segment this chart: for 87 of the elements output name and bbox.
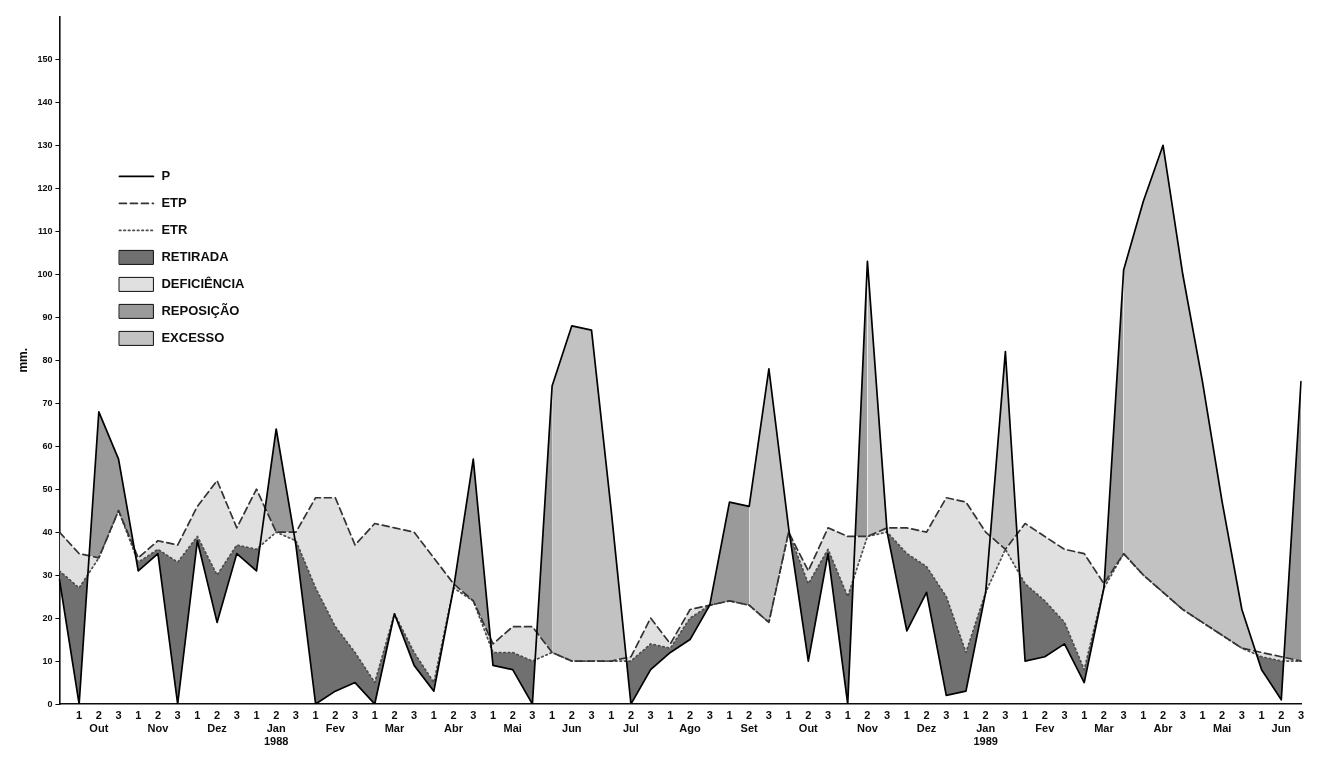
- x-tick-label: 1: [962, 709, 970, 722]
- y-tick-label: 50: [42, 483, 53, 494]
- x-tick-label: 1: [1081, 709, 1088, 722]
- x-tick-label: 1: [76, 709, 83, 722]
- y-tick-label: 150: [37, 53, 53, 64]
- x-tick-label: 3: [706, 709, 713, 722]
- x-tick-label: 2 Nov: [857, 709, 879, 735]
- x-tick-label: 3: [529, 709, 536, 722]
- legend-label: REPOSIÇÃO: [161, 302, 240, 318]
- x-tick-label: 1: [608, 709, 615, 722]
- x-tick-label: 2 Jan 1989: [973, 709, 998, 747]
- y-tick-label: 130: [37, 139, 53, 150]
- x-tick-label: 2 Mai: [503, 709, 522, 735]
- x-tick-label: 3: [1002, 709, 1009, 722]
- y-tick-label: 120: [37, 182, 53, 193]
- x-tick-label: 3: [884, 709, 891, 722]
- legend-label: ETP: [161, 194, 188, 210]
- y-tick-label: 40: [42, 526, 53, 537]
- x-tick-label: 1: [903, 709, 910, 722]
- x-tick-label: 1: [312, 709, 319, 722]
- x-tick-label: 2 Set: [740, 709, 759, 735]
- y-tick-label: 60: [42, 440, 53, 451]
- y-tick-label: 30: [42, 569, 53, 580]
- x-tick-label: 1: [253, 709, 260, 722]
- x-tick-label: 1: [135, 709, 142, 722]
- y-tick-label: 80: [42, 354, 53, 365]
- legend-label: DEFICIÊNCIA: [161, 275, 246, 291]
- x-tick-label: 2 Fev: [325, 709, 346, 735]
- x-tick-label: 3: [1120, 709, 1127, 722]
- x-tick-label: 3: [115, 709, 122, 722]
- x-tick-label: 1: [844, 709, 851, 722]
- x-tick-label: 2 Mai: [1213, 709, 1232, 735]
- legend-label: ETR: [161, 221, 189, 237]
- x-tick-label: 3: [943, 709, 950, 722]
- x-tick-label: 3: [1179, 709, 1186, 722]
- x-tick-label: 3: [1061, 709, 1068, 722]
- x-tick-label: 1: [1140, 709, 1147, 722]
- legend-label: P: [161, 167, 171, 183]
- x-tick-label: 2 Jul: [622, 709, 639, 735]
- legend-label: EXCESSO: [161, 329, 225, 345]
- x-tick-label: 2 Nov: [147, 709, 170, 735]
- x-tick-label: 1: [194, 709, 201, 722]
- y-tick-label: 110: [37, 225, 53, 236]
- x-tick-label: 1: [430, 709, 437, 722]
- x-tick-label: 1: [667, 709, 674, 722]
- x-tick-label: 1: [549, 709, 556, 722]
- x-tick-label: 3: [292, 709, 299, 722]
- legend-label: RETIRADA: [161, 248, 230, 264]
- x-tick-label: 3: [411, 709, 418, 722]
- x-tick-label: 3: [588, 709, 595, 722]
- x-tick-label: 2 Ago: [679, 709, 702, 735]
- x-tick-label: 2 Jan 1988: [263, 709, 289, 747]
- x-tick-label: 2 Abr: [444, 709, 464, 735]
- y-tick-label: 90: [42, 311, 53, 322]
- x-tick-label: 1: [371, 709, 378, 722]
- y-tick-label: 70: [42, 397, 53, 408]
- y-tick-label: 20: [42, 612, 53, 623]
- y-tick-label: 140: [37, 96, 53, 107]
- x-tick-label: 2 Dez: [207, 709, 228, 735]
- x-tick-label: 3: [765, 709, 772, 722]
- x-tick-label: 3: [647, 709, 654, 722]
- y-axis-title: mm.: [15, 347, 30, 373]
- x-tick-label: 1: [489, 709, 497, 722]
- x-tick-label: 3: [233, 709, 240, 722]
- y-tick-label: 100: [37, 268, 53, 279]
- y-tick-label: 0: [47, 698, 53, 709]
- x-tick-label: 2 Out: [798, 709, 819, 735]
- x-tick-label: 2 Abr: [1153, 709, 1174, 735]
- x-tick-label: 3: [1238, 709, 1245, 722]
- x-tick-label: 2 Out: [89, 709, 109, 735]
- x-tick-label: 1: [1199, 709, 1206, 722]
- x-tick-label: 1: [1022, 709, 1029, 722]
- x-tick-label: 2 Mar: [384, 709, 405, 735]
- x-tick-label: 1: [726, 709, 733, 722]
- x-tick-label: 3: [351, 709, 359, 722]
- x-tick-label: 3: [1297, 709, 1305, 722]
- x-tick-label: 1: [1258, 709, 1265, 722]
- x-tick-label: 2 Jun: [562, 709, 582, 735]
- x-tick-label: 2 Jun: [1271, 709, 1292, 735]
- x-tick-label: 3: [470, 709, 477, 722]
- y-tick-label: 10: [42, 655, 53, 666]
- x-tick-label: 1: [785, 709, 792, 722]
- x-tick-label: 2 Dez: [916, 709, 937, 735]
- x-tick-label: 3: [824, 709, 832, 722]
- x-tick-label: 3: [174, 709, 181, 722]
- x-tick-label: 2 Fev: [1035, 709, 1056, 735]
- x-tick-label: 2 Mar: [1094, 709, 1115, 735]
